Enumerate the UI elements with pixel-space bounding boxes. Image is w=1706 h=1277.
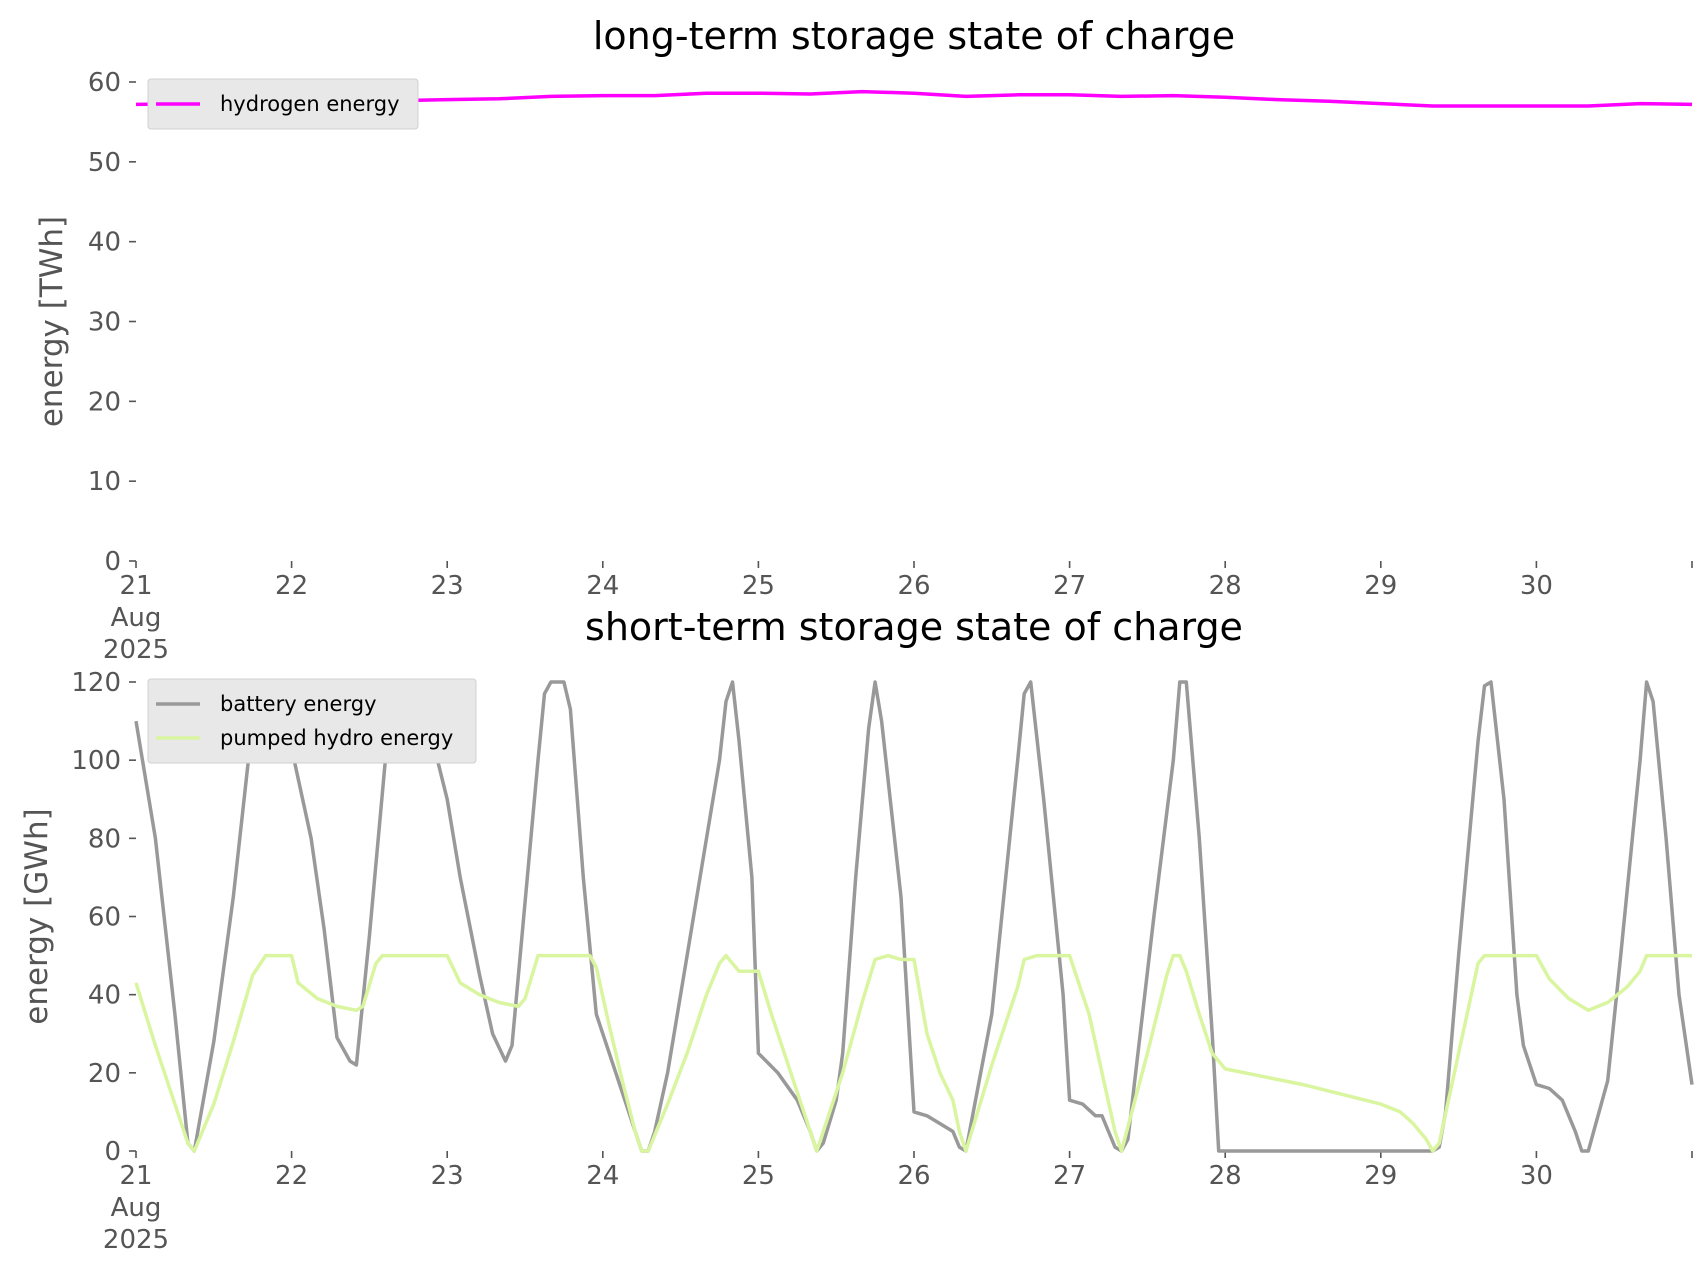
y-tick-label: 60 — [88, 903, 121, 933]
x-tick-label: 26 — [897, 571, 930, 601]
chart-panel-2: short-term storage state of charge energy… — [19, 605, 1694, 1255]
x-tick-label: 24 — [586, 571, 619, 601]
x-tick-label: 21 — [119, 1161, 152, 1191]
x-tick-label: 28 — [1209, 1161, 1242, 1191]
chart-title: long-term storage state of charge — [593, 14, 1235, 58]
y-tick-label: 20 — [88, 1059, 121, 1089]
x-tick-label: 24 — [586, 1161, 619, 1191]
x-tick-label: 26 — [897, 1161, 930, 1191]
series-line-2 — [134, 953, 1692, 1153]
x-tick-label: 30 — [1520, 1161, 1553, 1191]
y-axis-label: energy [TWh] — [34, 216, 70, 427]
y-tick-label: 40 — [88, 981, 121, 1011]
x-tick-label: 21 — [119, 571, 152, 601]
x-tick-label: 22 — [275, 571, 308, 601]
x-tick-label: 23 — [431, 1161, 464, 1191]
y-tick-label: 120 — [71, 668, 121, 698]
legend-box — [147, 78, 419, 130]
y-tick-label: 0 — [104, 547, 121, 577]
y-tick-label: 0 — [104, 1137, 121, 1167]
x-tick-label: 25 — [742, 1161, 775, 1191]
x-tick-label: 23 — [431, 571, 464, 601]
y-tick-label: 60 — [88, 68, 121, 98]
y-tick-label: 20 — [88, 387, 121, 417]
x-tick-label: 2025 — [103, 635, 169, 665]
x-tick-label: 28 — [1209, 571, 1242, 601]
y-tick-label: 80 — [88, 824, 121, 854]
y-tick-label: 50 — [88, 148, 121, 178]
y-tick-label: 30 — [88, 308, 121, 338]
y-tick-label: 40 — [88, 228, 121, 258]
chart-title: short-term storage state of charge — [585, 605, 1243, 649]
legend: hydrogen energy — [147, 78, 419, 130]
x-tick-label: 27 — [1053, 1161, 1086, 1191]
y-axis-label: energy [GWh] — [19, 808, 55, 1024]
legend-entry: battery energy — [220, 692, 377, 716]
series-line-1 — [135, 89, 1693, 108]
y-tick-label: 100 — [71, 746, 121, 776]
x-tick-label: 22 — [275, 1161, 308, 1191]
x-tick-label: 30 — [1520, 571, 1553, 601]
y-tick-label: 10 — [88, 467, 121, 497]
chart-panel-1: long-term storage state of charge energy … — [34, 14, 1693, 665]
x-tick-label: 29 — [1364, 571, 1397, 601]
x-tick-label: 2025 — [103, 1225, 169, 1255]
legend-box — [147, 678, 477, 764]
legend-entry: pumped hydro energy — [220, 726, 453, 750]
x-tick-label: Aug — [111, 1193, 162, 1223]
legend: battery energy pumped hydro energy — [147, 678, 477, 764]
x-tick-label: 25 — [742, 571, 775, 601]
x-tick-label: 27 — [1053, 571, 1086, 601]
legend-entry: hydrogen energy — [220, 92, 400, 116]
x-tick-label: Aug — [111, 603, 162, 633]
x-tick-label: 29 — [1364, 1161, 1397, 1191]
